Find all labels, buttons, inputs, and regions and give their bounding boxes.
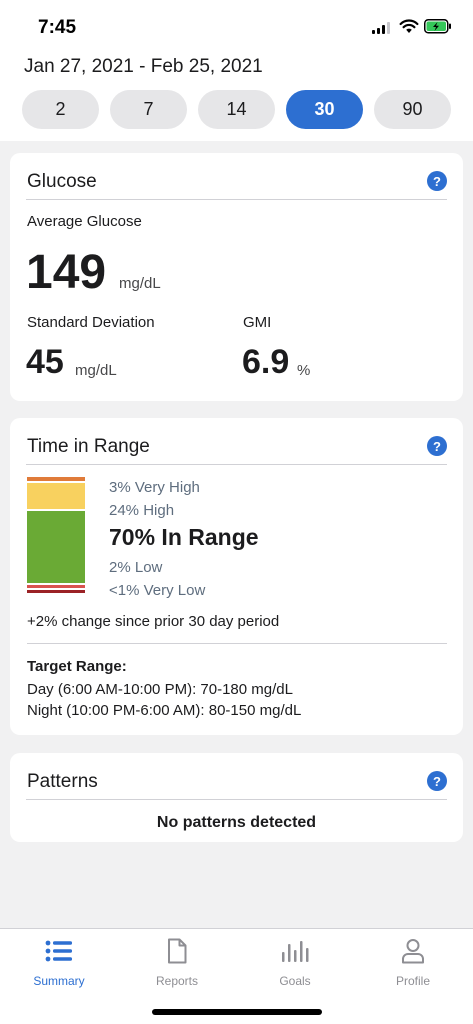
segment-gap [27, 588, 85, 590]
time-in-range-bar [27, 477, 85, 593]
in-range-segment [27, 511, 85, 583]
status-time: 7:45 [38, 17, 77, 38]
period-30-button[interactable]: 30 [286, 90, 363, 129]
segment-gap [27, 481, 85, 483]
period-90-button[interactable]: 90 [374, 90, 451, 129]
divider [27, 643, 447, 644]
glucose-card: Glucose ? Average Glucose 149 mg/dL Stan… [10, 153, 463, 401]
cellular-signal-icon [372, 22, 390, 34]
list-icon [45, 940, 72, 962]
gmi-value: 6.9 [242, 343, 290, 381]
period-7-button[interactable]: 7 [110, 90, 187, 129]
tab-profile[interactable]: Profile [354, 937, 472, 988]
gmi-label: GMI [243, 314, 272, 331]
tab-summary[interactable]: Summary [0, 937, 118, 988]
target-range-night: Night (10:00 PM-6:00 AM): 80-150 mg/dL [27, 702, 302, 719]
very-low-label: <1% Very Low [109, 582, 206, 599]
period-14-button[interactable]: 14 [198, 90, 275, 129]
high-segment [27, 483, 85, 509]
target-range-day: Day (6:00 AM-10:00 PM): 70-180 mg/dL [27, 681, 293, 698]
patterns-message: No patterns detected [156, 814, 317, 831]
glucose-title: Glucose [27, 171, 97, 192]
very-high-segment [27, 477, 85, 481]
tab-goals[interactable]: Goals [236, 937, 354, 988]
change-since-prior: +2% change since prior 30 day period [27, 613, 280, 630]
battery-icon [424, 19, 451, 34]
person-icon [402, 939, 424, 964]
patterns-card-header: Patterns ? [26, 753, 447, 800]
period-2-button[interactable]: 2 [22, 90, 99, 129]
glucose-help-icon[interactable]: ? [427, 171, 447, 191]
segment-gap [27, 583, 85, 585]
tab-reports[interactable]: Reports [118, 937, 236, 988]
segment-gap [27, 509, 85, 511]
average-glucose-label: Average Glucose [27, 213, 142, 230]
standard-deviation-unit: mg/dL [75, 362, 117, 379]
tab-reports-label: Reports [155, 974, 199, 988]
average-glucose-unit: mg/dL [119, 275, 161, 292]
time-in-range-card-header: Time in Range ? [26, 418, 447, 465]
very-high-label: 3% Very High [109, 479, 200, 496]
time-in-range-card: Time in Range ? 3% Very High 24% High 70… [10, 418, 463, 735]
low-label: 2% Low [109, 559, 163, 576]
status-bar: 7:45 [0, 0, 473, 54]
gmi-unit: % [297, 362, 311, 379]
standard-deviation-label: Standard Deviation [27, 314, 155, 331]
standard-deviation-value: 45 [26, 343, 64, 381]
target-range-title: Target Range: [27, 658, 127, 675]
average-glucose-value: 149 [26, 246, 107, 299]
time-in-range-title: Time in Range [27, 436, 150, 457]
in-range-label: 70% In Range [109, 524, 259, 550]
date-range: Jan 27, 2021 - Feb 25, 2021 [24, 56, 263, 77]
home-indicator[interactable] [152, 1009, 322, 1015]
tab-profile-label: Profile [395, 974, 430, 988]
period-selector: 2 7 14 30 90 [22, 90, 451, 129]
header: 7:45 Jan 27, 2021 - Feb 25, 2021 2 7 14 … [0, 0, 473, 141]
tab-bar: Summary Reports Goals [0, 928, 473, 1024]
patterns-title: Patterns [27, 771, 98, 792]
low-segment [27, 585, 85, 588]
tab-summary-label: Summary [33, 974, 85, 988]
patterns-help-icon[interactable]: ? [427, 771, 447, 791]
document-icon [168, 938, 187, 964]
wifi-icon [399, 19, 419, 33]
glucose-card-header: Glucose ? [26, 153, 447, 200]
very-low-segment [27, 590, 85, 593]
time-in-range-help-icon[interactable]: ? [427, 436, 447, 456]
bar-chart-icon [282, 941, 309, 962]
patterns-card: Patterns ? No patterns detected [10, 753, 463, 842]
high-label: 24% High [109, 502, 175, 519]
tab-goals-label: Goals [279, 974, 311, 988]
